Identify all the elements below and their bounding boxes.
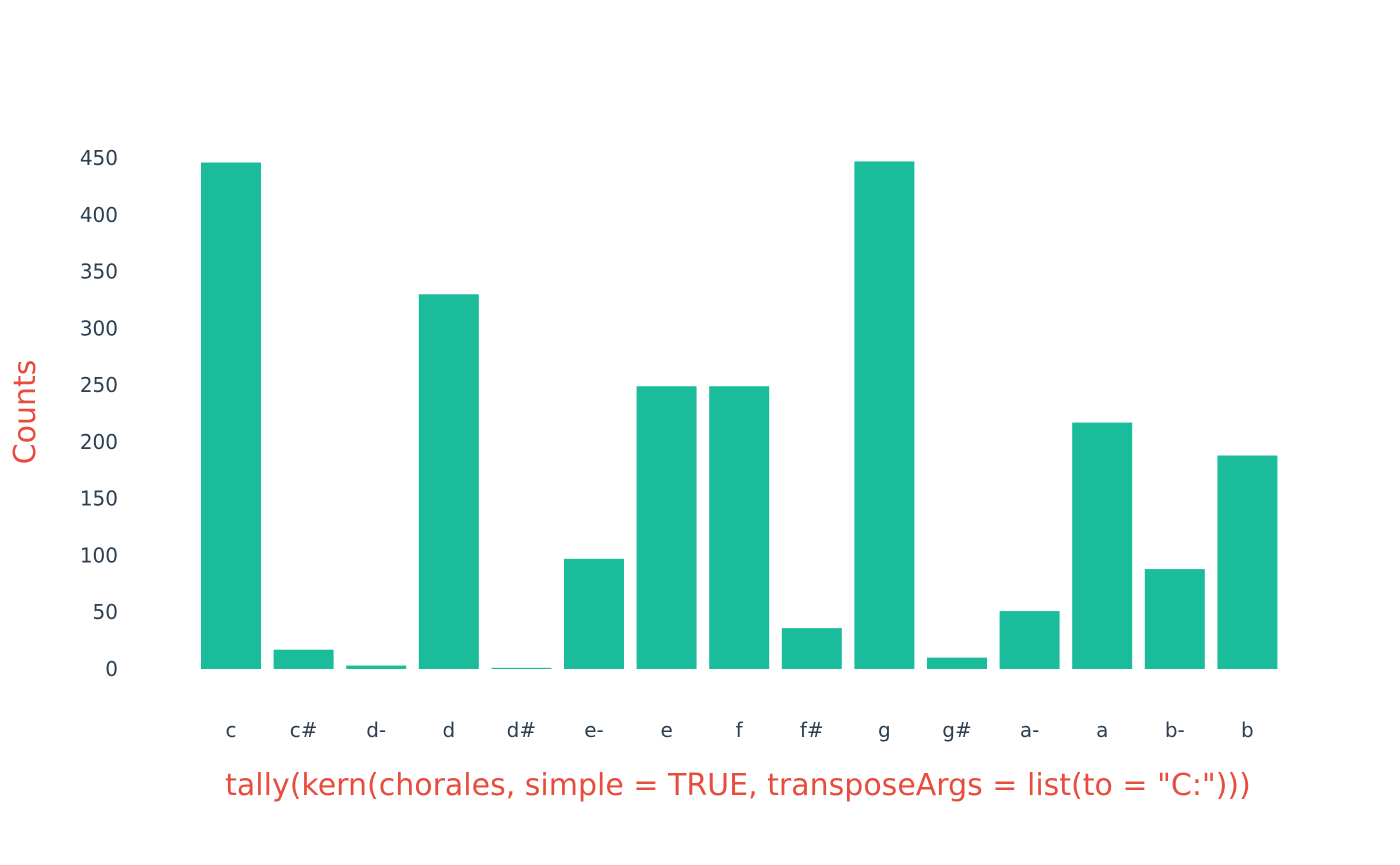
x-axis-title: tally(kern(chorales, simple = TRUE, tran…	[225, 768, 1251, 803]
x-tick-label: e	[660, 718, 672, 742]
bars	[201, 161, 1278, 670]
x-tick-label: d	[442, 718, 455, 742]
x-tick-label: g	[878, 718, 891, 742]
bar-d#	[491, 667, 552, 669]
y-tick-label: 150	[80, 487, 118, 511]
x-tick-label: d-	[366, 718, 386, 742]
x-tick-label: c#	[290, 718, 318, 742]
y-tick-label: 50	[93, 600, 118, 624]
x-tick-label: f	[736, 718, 744, 742]
y-tick-label: 100	[80, 543, 118, 567]
y-axis-title: Counts	[8, 360, 43, 465]
y-axis-ticks: 0 50 100 150 200 250 300 350 400 450	[80, 146, 118, 681]
y-tick-label: 450	[80, 146, 118, 170]
bar-f	[709, 386, 770, 669]
x-tick-label: g#	[942, 718, 971, 742]
bar-a	[1072, 422, 1133, 669]
bar-a-	[999, 611, 1060, 669]
x-tick-label: f#	[800, 718, 824, 742]
x-tick-label: a-	[1020, 718, 1039, 742]
bar-b-	[1144, 569, 1205, 669]
x-tick-label: e-	[584, 718, 604, 742]
bar-e-	[564, 558, 624, 669]
bar-b	[1217, 455, 1278, 669]
bar-d-	[346, 665, 407, 669]
y-tick-label: 250	[80, 373, 118, 397]
x-tick-label: b	[1241, 718, 1254, 742]
y-tick-label: 400	[80, 203, 118, 227]
bar-g#	[927, 657, 987, 669]
bar-c#	[273, 649, 334, 669]
y-tick-label: 200	[80, 430, 118, 454]
bar-d	[418, 294, 479, 669]
x-tick-label: a	[1096, 718, 1108, 742]
y-tick-label: 0	[105, 657, 118, 681]
bar-c	[201, 162, 261, 670]
bar-e	[636, 386, 697, 669]
y-tick-label: 300	[80, 316, 118, 340]
y-tick-label: 350	[80, 260, 118, 284]
x-tick-label: d#	[507, 718, 536, 742]
x-tick-label: b-	[1165, 718, 1185, 742]
x-tick-label: c	[226, 718, 237, 742]
x-axis-ticks: c c# d-d d# e-e f f# g g# a-a b-b	[226, 718, 1254, 742]
bar-g	[854, 161, 915, 669]
bar-f#	[781, 628, 842, 669]
